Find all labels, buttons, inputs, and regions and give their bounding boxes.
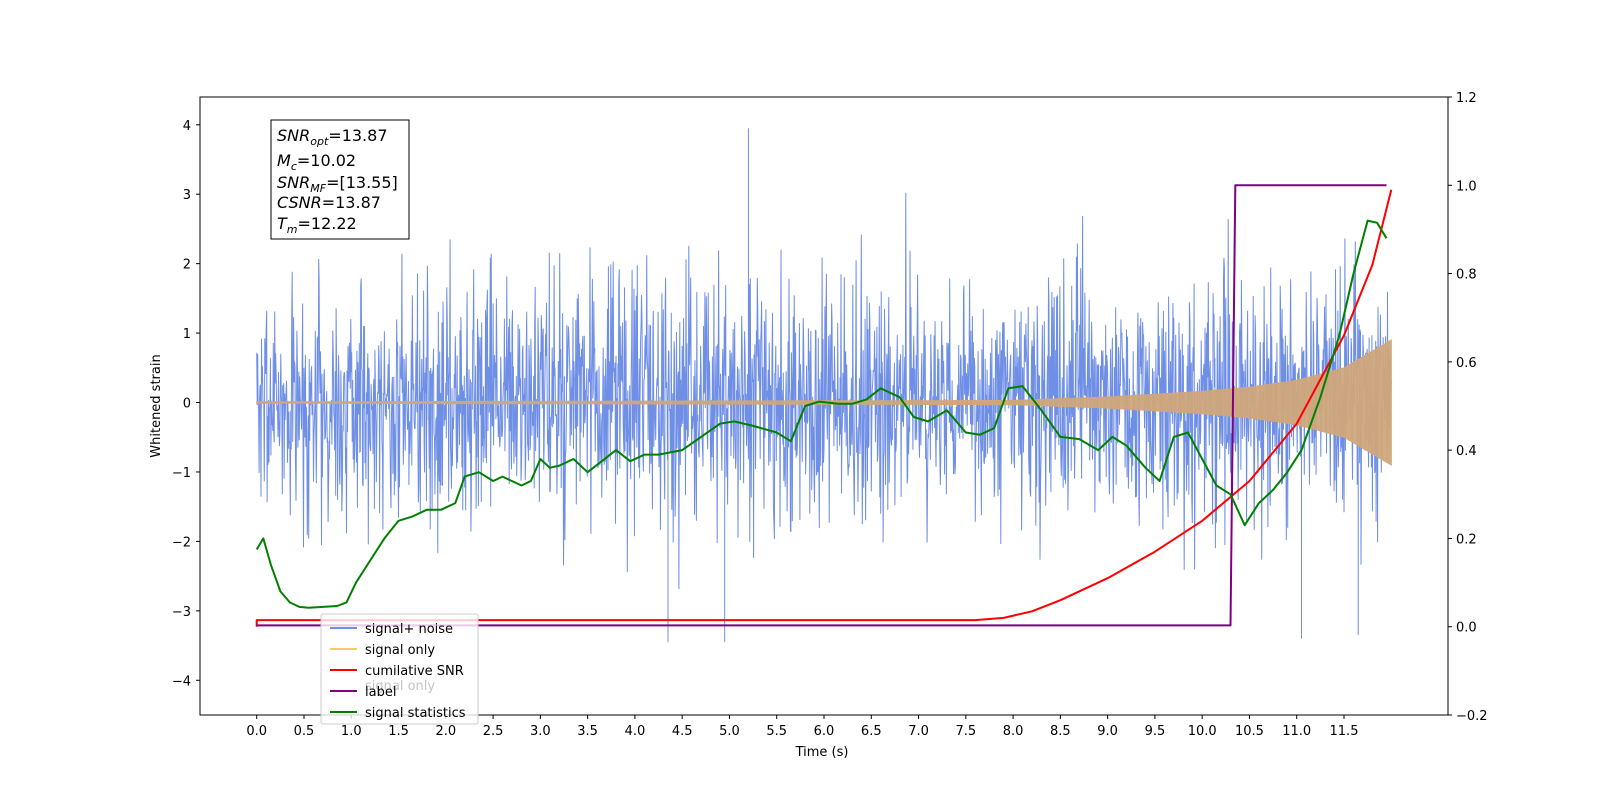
x-tick-label: 2.5 [483,724,504,739]
x-tick-label: 6.0 [814,724,835,739]
x-axis-title: Time (s) [795,745,849,760]
legend-label: label [365,685,396,700]
stat-tm: =12.22 [298,214,357,233]
legend-label: cumilative SNR [365,664,464,679]
y2-tick-label: 1.0 [1456,179,1477,194]
series-label [256,184,1387,627]
svg-text:CSNR=13.87: CSNR=13.87 [277,193,381,212]
series-signal-statistics [255,219,1388,609]
y-tick-label: −2 [172,535,191,550]
x-tick-label: 5.5 [766,724,787,739]
x-tick-label: 0.0 [246,724,267,739]
x-tick-label: 11.5 [1330,724,1359,739]
x-axis: 0.0 0.5 1.0 1.5 2.0 2.5 3.0 3.5 4.0 4.5 5.0 5.5 6.0 6… [246,715,1358,739]
stat-snr-mf: =[13.55] [326,173,398,192]
y2-axis: 1.2 1.0 0.8 0.6 0.4 0.2 0.0 −0.2 [1448,91,1488,724]
y2-tick-label: 0.4 [1456,444,1477,459]
legend-label: signal statistics [365,706,466,721]
y-axis: 4 3 2 1 0 −1 −2 −3 −4 [172,119,200,689]
stats-box: SNRopt=13.87 Mc=10.02 SNRMF=[13.55] CSNR… [270,119,410,240]
legend-label: signal+ noise [365,622,453,637]
y-tick-label: −3 [172,605,191,620]
y-tick-label: 3 [183,188,191,203]
x-tick-label: 8.5 [1050,724,1071,739]
y2-tick-label: 0.0 [1456,621,1477,636]
y-axis-title: Whitened strain [149,354,164,457]
x-tick-label: 6.5 [861,724,882,739]
series-cumulative-snr [255,189,1393,627]
x-tick-label: 4.5 [672,724,693,739]
x-tick-label: 10.5 [1235,724,1264,739]
stat-csnr: =13.87 [322,193,381,212]
legend-ghost-text: signal only [365,679,435,694]
plot-area [255,128,1393,643]
svg-text:Tm=12.22: Tm=12.22 [277,214,357,236]
cumulative-snr-line [255,189,1393,627]
y2-tick-label: 0.8 [1456,268,1477,283]
y2-tick-label: 0.2 [1456,532,1477,547]
x-tick-label: 9.0 [1097,724,1118,739]
x-tick-label: 7.0 [908,724,929,739]
y-tick-label: 0 [183,397,191,412]
x-tick-label: 5.0 [719,724,740,739]
stat-snr-opt: =13.87 [328,126,387,145]
x-tick-label: 3.5 [577,724,598,739]
label-line [256,184,1387,627]
x-tick-label: 11.0 [1282,724,1311,739]
x-tick-label: 8.0 [1003,724,1024,739]
x-tick-label: 7.5 [955,724,976,739]
svg-text:SNRopt=13.87: SNRopt=13.87 [277,126,388,148]
signal-statistics-line [255,219,1388,609]
y2-tick-label: 0.6 [1456,356,1477,371]
stat-mc: =10.02 [297,151,356,170]
y-tick-label: −4 [172,674,191,689]
svg-text:SNRMF=[13.55]: SNRMF=[13.55] [277,173,398,195]
y-tick-label: 1 [183,327,191,342]
x-tick-label: 2.0 [435,724,456,739]
series-signal-noise [256,128,1392,643]
x-tick-label: 0.5 [294,724,315,739]
x-tick-label: 4.0 [625,724,646,739]
x-tick-label: 3.0 [530,724,551,739]
signal-noise-line [256,128,1392,643]
y2-tick-label: 1.2 [1456,91,1477,106]
svg-text:Mc=10.02: Mc=10.02 [277,151,356,173]
y-tick-label: −1 [172,466,191,481]
y2-tick-label: −0.2 [1456,709,1488,724]
x-tick-label: 1.5 [388,724,409,739]
x-tick-label: 1.0 [341,724,362,739]
x-tick-label: 10.0 [1188,724,1217,739]
y-tick-label: 2 [183,258,191,273]
x-tick-label: 9.5 [1145,724,1166,739]
y-tick-label: 4 [183,119,191,134]
legend-label: signal only [365,643,435,658]
